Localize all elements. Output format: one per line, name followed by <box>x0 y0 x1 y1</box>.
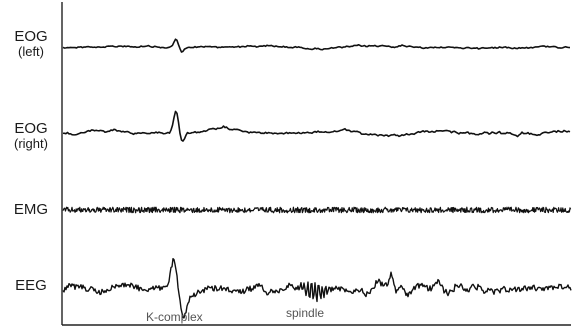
channel-label-eog-right: EOG (right) <box>2 121 60 150</box>
channel-label-emg: EMG <box>2 202 60 218</box>
channel-name: EEG <box>15 277 47 294</box>
channel-label-eog-left: EOG (left) <box>2 29 60 58</box>
channel-side: (right) <box>14 135 48 151</box>
eog-left-trace <box>62 38 571 53</box>
eog-right-trace <box>62 110 571 142</box>
channel-name: EOG <box>14 120 48 137</box>
k-complex-annotation: K-complex <box>146 310 203 324</box>
emg-trace <box>62 206 572 214</box>
channel-side: (left) <box>18 43 44 59</box>
eeg-trace <box>62 258 572 319</box>
channel-name: EMG <box>13 201 49 218</box>
spindle-annotation: spindle <box>286 306 325 320</box>
channel-name: EOG <box>14 28 48 45</box>
channel-label-eeg: EEG <box>2 278 60 294</box>
